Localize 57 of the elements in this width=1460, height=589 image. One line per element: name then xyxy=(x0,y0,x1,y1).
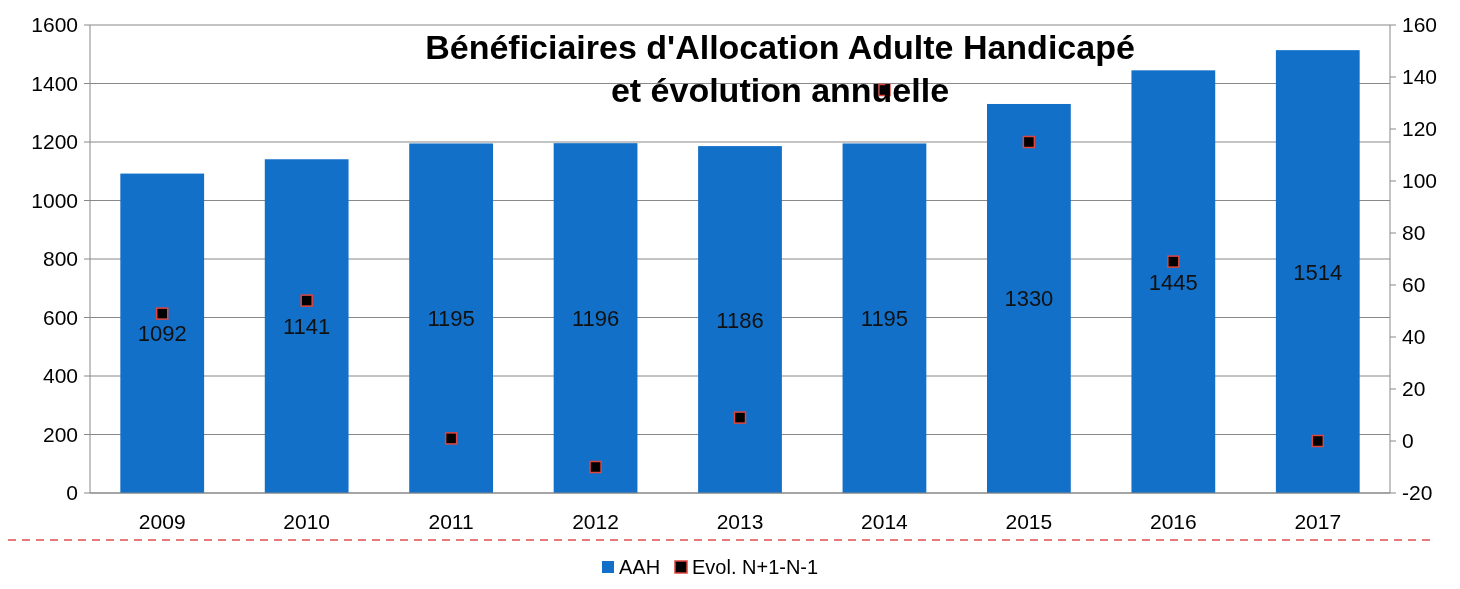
legend-label: Evol. N+1-N-1 xyxy=(692,556,819,578)
y-tick-label: 0 xyxy=(66,481,78,504)
point xyxy=(300,294,313,307)
x-tick-label: 2013 xyxy=(716,510,764,533)
y-tick-label: 800 xyxy=(42,247,78,270)
x-tick-label: 2012 xyxy=(572,510,619,533)
point xyxy=(589,460,602,474)
x-tick-label: 2011 xyxy=(428,510,474,533)
bar xyxy=(1131,70,1216,493)
bar xyxy=(553,143,638,493)
y2-tick-label: 100 xyxy=(1402,169,1438,192)
y-tick-label: 1200 xyxy=(31,130,78,153)
data-label: 1186 xyxy=(716,307,764,333)
data-label: 1195 xyxy=(427,306,475,332)
y2-tick-label: 120 xyxy=(1402,117,1438,140)
bar xyxy=(842,143,927,493)
y-tick-label: 1600 xyxy=(31,13,78,36)
bar xyxy=(409,143,493,493)
bar xyxy=(264,159,349,493)
point xyxy=(1022,135,1036,149)
y-tick-label: 600 xyxy=(42,305,78,329)
y2-tick-label: 20 xyxy=(1402,377,1426,400)
bar xyxy=(120,173,205,493)
data-label: 1514 xyxy=(1293,259,1343,285)
bar xyxy=(698,146,782,493)
legend-label: AAH xyxy=(619,556,661,578)
text: Bénéficiaires d'Allocation Adulte Handicapé et évolution annuelle xyxy=(425,28,1135,109)
data-label: 1195 xyxy=(860,306,909,332)
y-tick-label: 1000 xyxy=(31,188,78,212)
data-label: 1092 xyxy=(137,321,187,347)
x-tick-label: 2015 xyxy=(1005,510,1053,533)
point xyxy=(155,307,169,320)
data-label: 1445 xyxy=(1148,269,1198,295)
y2-tick-label: 40 xyxy=(1402,325,1426,348)
bar xyxy=(1275,50,1360,493)
point xyxy=(1311,434,1325,448)
y2-tick-label: 60 xyxy=(1402,273,1426,296)
x-tick-label: 2009 xyxy=(138,510,186,533)
bar xyxy=(987,103,1071,493)
data-label: 1330 xyxy=(1004,286,1054,312)
x-tick-label: 2014 xyxy=(861,510,909,533)
y2-tick-label: 140 xyxy=(1402,65,1438,88)
x-tick-label: 2016 xyxy=(1149,510,1197,533)
point xyxy=(1167,255,1180,268)
y-tick-label: 400 xyxy=(42,364,78,387)
y-tick-label: 1400 xyxy=(31,71,78,95)
y2-tick-label: 80 xyxy=(1402,221,1426,244)
y2-tick-label: 0 xyxy=(1402,429,1414,452)
y2-tick-label: -20 xyxy=(1402,481,1433,504)
x-tick-label: 2017 xyxy=(1294,510,1342,533)
point xyxy=(444,432,458,445)
y2-tick-label: 160 xyxy=(1402,13,1438,36)
data-label: 1141 xyxy=(283,314,331,340)
x-tick-label: 2010 xyxy=(283,510,331,533)
data-label: 1196 xyxy=(571,306,620,332)
point xyxy=(733,411,747,424)
y-tick-label: 200 xyxy=(42,422,78,446)
